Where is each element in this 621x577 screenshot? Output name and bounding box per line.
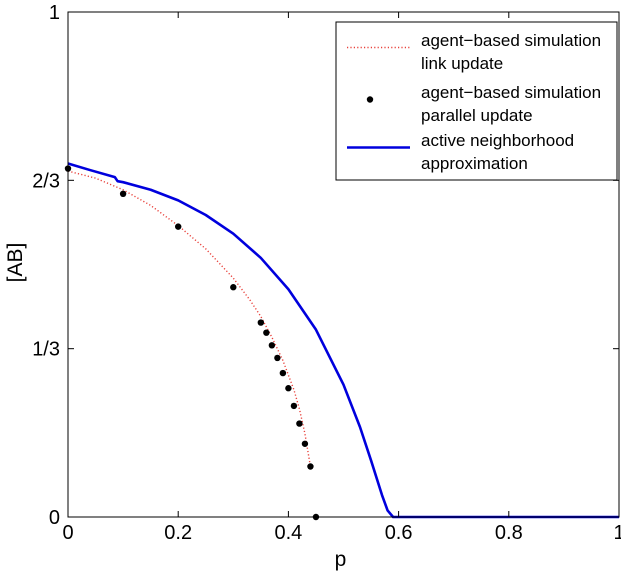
link-update-line — [67, 170, 312, 467]
parallel-update-point — [119, 190, 127, 197]
parallel-update-point — [230, 284, 237, 291]
y-tick-label: 2/3 — [32, 170, 60, 192]
legend-box — [335, 21, 618, 181]
axes-frame — [67, 11, 620, 518]
x-tick-label: 0.2 — [164, 522, 192, 544]
parallel-update-point — [307, 463, 314, 470]
axes: 0 0.2 0.4 0.6 0.8 1 0 1/3 2/3 1 p [AB] — [4, 2, 621, 571]
parallel-update-point — [279, 369, 287, 377]
y-axis-label: [AB] — [4, 243, 27, 283]
parallel-update-point — [263, 329, 270, 336]
legend: agent−based simulation link update agent−b… — [335, 21, 618, 181]
legend-label: approximation — [421, 154, 528, 173]
x-tick-label: 0 — [62, 522, 73, 544]
legend-label: parallel update — [421, 106, 533, 125]
parallel-update-point — [285, 385, 292, 392]
parallel-update-point — [301, 440, 309, 447]
parallel-update-point — [274, 354, 281, 362]
parallel-update-point — [175, 223, 182, 230]
parallel-update-point — [268, 342, 276, 349]
parallel-update-point — [296, 420, 303, 427]
parallel-update-point — [257, 319, 265, 326]
y-tick-label: 1 — [49, 2, 60, 24]
x-tick-label: 0.6 — [385, 522, 413, 544]
x-tick-label: 0.8 — [495, 522, 523, 544]
parallel-update-point — [290, 402, 298, 410]
legend-label: link update — [421, 54, 503, 73]
x-tick-label: 0.4 — [274, 522, 302, 544]
legend-label: active neighborhood — [421, 131, 574, 150]
y-tick-label: 1/3 — [32, 339, 60, 361]
legend-label: agent−based simulation — [421, 31, 601, 50]
x-axis-label: p — [335, 548, 347, 571]
legend-label: agent−based simulation — [421, 83, 601, 102]
x-tick-label: 1 — [613, 522, 621, 544]
legend-marker-parallel-update — [366, 96, 374, 103]
y-tick-label: 0 — [49, 507, 60, 529]
